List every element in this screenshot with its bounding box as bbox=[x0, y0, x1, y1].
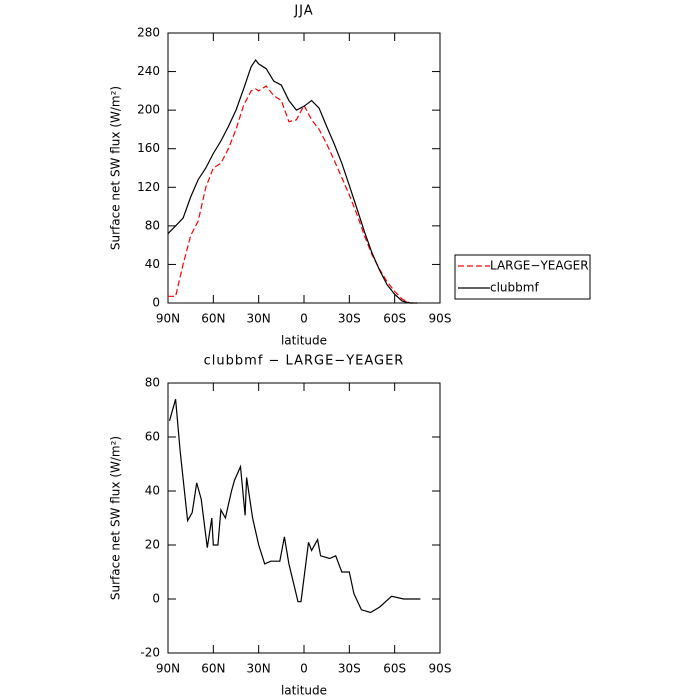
y-tick-label: 160 bbox=[137, 141, 160, 155]
x-tick-label: 60S bbox=[383, 312, 406, 326]
plot-frame bbox=[167, 32, 441, 304]
legend-box bbox=[454, 254, 591, 300]
chart-title: JJA bbox=[293, 4, 313, 19]
series-line bbox=[168, 399, 421, 614]
y-tick-label: 120 bbox=[137, 180, 160, 194]
series-line bbox=[168, 85, 418, 304]
chart-title: clubbmf − LARGE−YEAGER bbox=[204, 354, 405, 369]
x-tick-label: 30S bbox=[338, 312, 361, 326]
x-tick-label: 60S bbox=[383, 662, 406, 676]
x-tick-label: 0 bbox=[300, 662, 308, 676]
x-tick-label: 60N bbox=[201, 662, 225, 676]
x-tick-label: 60N bbox=[201, 312, 225, 326]
series-line bbox=[167, 58, 418, 304]
legend-label: clubbmf bbox=[490, 281, 539, 295]
x-tick-label: 90N bbox=[156, 662, 180, 676]
plot-frame bbox=[167, 382, 441, 654]
x-axis-label: latitude bbox=[281, 334, 327, 348]
y-axis-label: Surface net SW flux (W/m²) bbox=[109, 86, 123, 250]
y-tick-label: -20 bbox=[140, 646, 160, 660]
y-tick-label: 200 bbox=[137, 103, 160, 117]
x-tick-label: 0 bbox=[300, 312, 308, 326]
y-tick-label: 240 bbox=[137, 64, 160, 78]
x-tick-label: 30N bbox=[247, 312, 271, 326]
x-axis-label: latitude bbox=[281, 684, 327, 698]
x-tick-label: 90S bbox=[429, 662, 452, 676]
y-tick-label: 0 bbox=[152, 296, 160, 310]
y-tick-label: 0 bbox=[152, 592, 160, 606]
x-tick-label: 30N bbox=[247, 662, 271, 676]
y-tick-label: 280 bbox=[137, 26, 160, 40]
legend-label: LARGE−YEAGER bbox=[490, 259, 589, 273]
y-tick-label: 60 bbox=[145, 430, 160, 444]
x-tick-label: 90N bbox=[156, 312, 180, 326]
x-tick-label: 90S bbox=[429, 312, 452, 326]
y-tick-label: 40 bbox=[145, 257, 160, 271]
y-tick-label: 20 bbox=[145, 538, 160, 552]
y-tick-label: 40 bbox=[145, 484, 160, 498]
y-tick-label: 80 bbox=[145, 376, 160, 390]
x-tick-label: 30S bbox=[338, 662, 361, 676]
y-tick-label: 80 bbox=[145, 218, 160, 232]
y-axis-label: Surface net SW flux (W/m²) bbox=[109, 436, 123, 600]
